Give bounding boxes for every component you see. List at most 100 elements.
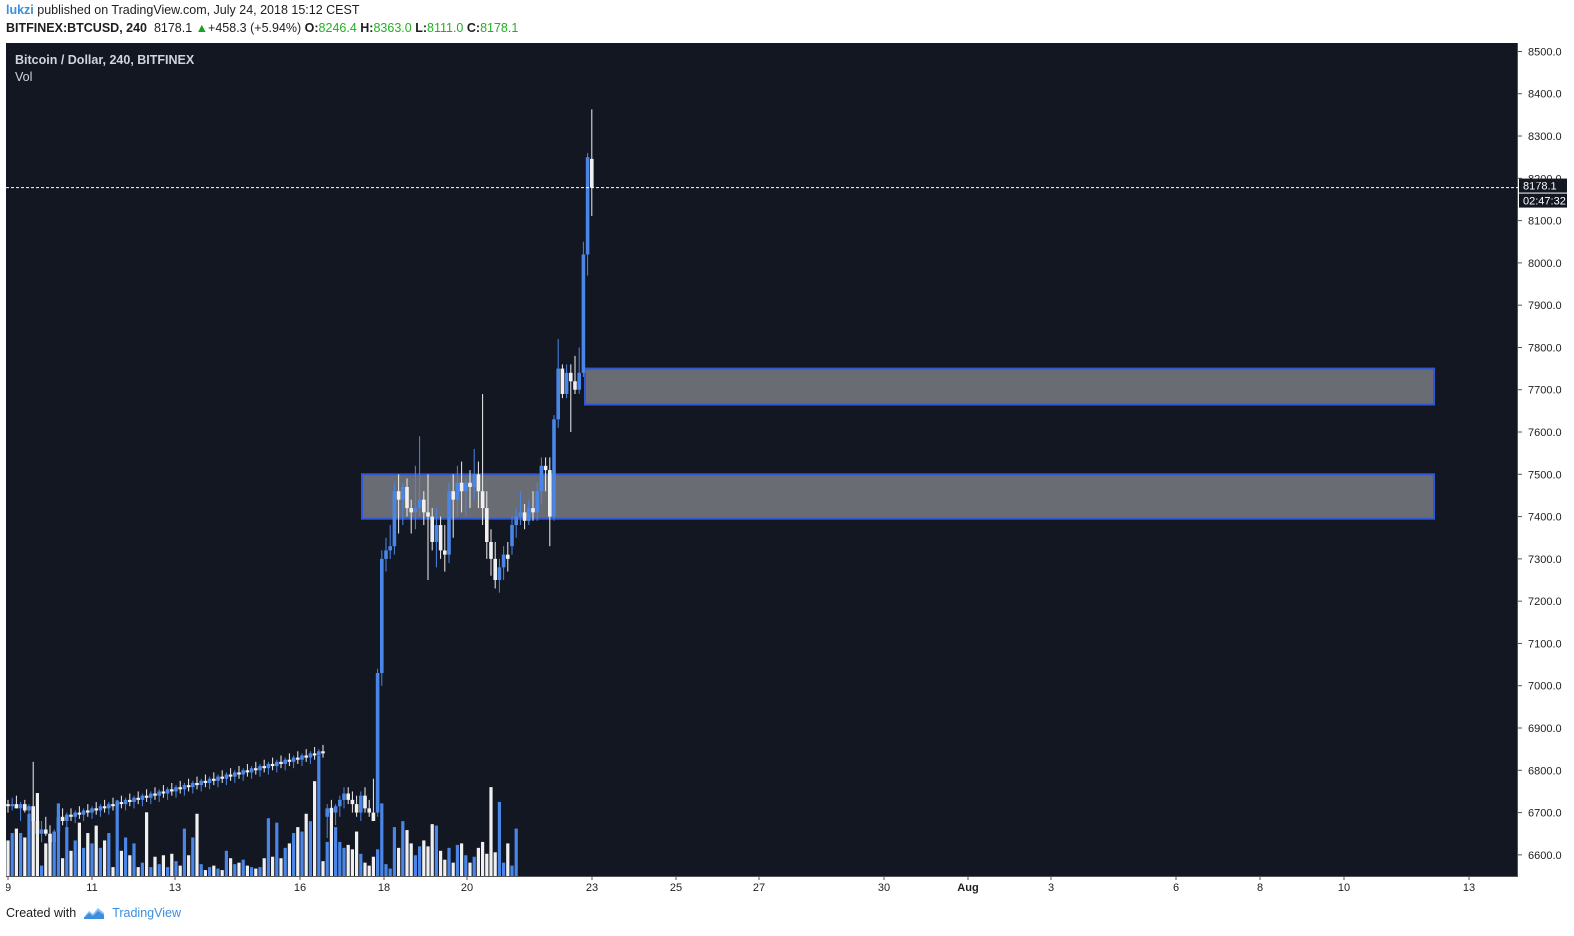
volume-bar <box>455 844 459 876</box>
volume-bar <box>86 833 90 876</box>
candle-body <box>161 791 166 794</box>
volume-bar <box>476 847 480 876</box>
candle-body <box>342 793 346 800</box>
candle-body <box>422 499 426 513</box>
candle-body <box>199 780 203 786</box>
candle-body <box>552 419 556 517</box>
volume-bar <box>258 867 262 876</box>
price-chart[interactable]: 8178.1 02:47:32 6600.0 6700.0 6800.0 6900.0 7… <box>6 43 1568 896</box>
candle-body <box>329 808 334 813</box>
candle-body <box>69 814 73 817</box>
volume-bar <box>161 855 165 876</box>
volume-bar <box>6 840 10 876</box>
volume-bar <box>237 862 241 876</box>
volume-bar <box>140 862 144 876</box>
tradingview-cloud-icon <box>84 908 105 919</box>
y-tick-label: 7300.0 <box>1528 554 1562 566</box>
candle-body <box>371 812 376 822</box>
candle-body <box>207 778 212 783</box>
candle-body <box>497 567 502 581</box>
volume-bar <box>170 853 174 876</box>
candle-body <box>480 491 485 509</box>
volume-bar <box>94 825 98 876</box>
tradingview-link[interactable]: TradingView <box>112 906 181 920</box>
y-tick-label: 6600.0 <box>1528 850 1562 862</box>
candle-body <box>476 474 481 492</box>
candle-body <box>23 804 27 811</box>
ohlc-header: BITFINEX:BTCUSD, 240 8178.1 ▲+458.3 (+5.… <box>6 21 518 35</box>
candle-body <box>430 516 434 542</box>
candle-body <box>409 508 413 513</box>
x-tick-label: 25 <box>670 882 682 894</box>
open-label: O: <box>304 21 319 35</box>
volume-bar <box>52 834 56 876</box>
volume-bar <box>166 867 170 876</box>
candle-body <box>506 554 510 559</box>
candle-body <box>527 508 531 521</box>
volume-bar <box>48 841 52 876</box>
x-tick-label: Aug <box>957 882 978 894</box>
candle-body <box>107 804 111 809</box>
candle-body <box>556 368 560 420</box>
candle-body <box>60 816 65 822</box>
author-link[interactable]: lukzi <box>6 3 34 17</box>
volume-bar <box>61 858 65 876</box>
volume-bar <box>426 846 430 876</box>
volume-bar <box>111 867 115 876</box>
candle-body <box>384 550 388 559</box>
last-price-badge-text: 8178.1 <box>1523 181 1557 193</box>
x-tick-label: 3 <box>1048 882 1054 894</box>
created-with-text: Created with <box>6 906 77 920</box>
candle-body <box>510 525 514 547</box>
volume-bar <box>178 865 182 876</box>
volume-bar <box>187 855 191 876</box>
candle-body <box>258 766 262 771</box>
volume-bar <box>510 865 514 876</box>
volume-bar <box>262 858 266 876</box>
candle-body <box>27 806 31 811</box>
candle-body <box>262 766 266 769</box>
volume-bar <box>275 822 279 876</box>
candle-body <box>6 804 10 807</box>
candle-body <box>35 821 40 834</box>
volume-bar <box>182 828 186 876</box>
candle-body <box>459 482 464 492</box>
y-tick-label: 7700.0 <box>1528 385 1562 397</box>
time-axis[interactable] <box>6 876 1568 896</box>
publish-info: lukzi published on TradingView.com, July… <box>6 3 359 17</box>
y-tick-label: 8200.0 <box>1528 173 1562 185</box>
candle-body <box>388 546 392 551</box>
candle-body <box>539 465 544 492</box>
volume-bar <box>447 847 451 876</box>
candle-body <box>413 508 418 513</box>
x-tick-label: 10 <box>1338 882 1350 894</box>
candle-body <box>581 254 586 373</box>
volume-bar <box>355 831 359 876</box>
volume-bar <box>334 827 338 876</box>
published-text: published on TradingView.com, July 24, 2… <box>37 3 360 17</box>
candle-body <box>291 757 296 762</box>
candle-body <box>346 793 350 800</box>
last-price: 8178.1 <box>153 21 193 35</box>
chart-area[interactable]: 8178.1 02:47:32 6600.0 6700.0 6800.0 6900.0 7… <box>6 43 1568 896</box>
candle-body <box>438 525 443 551</box>
volume-bar <box>380 803 384 876</box>
y-tick-label: 7200.0 <box>1528 596 1562 608</box>
candle-body <box>455 482 460 500</box>
candle-body <box>86 810 90 813</box>
volume-bar <box>329 807 333 876</box>
volume-bar <box>153 856 157 876</box>
candle-body <box>48 833 52 843</box>
last-price-badge <box>1519 178 1567 193</box>
volume-bar <box>128 855 132 876</box>
volume-bar <box>271 856 275 876</box>
volume-bar <box>413 855 417 876</box>
volume-bar <box>304 813 308 876</box>
high-value: 8363.0 <box>373 21 412 35</box>
volume-bar <box>216 868 220 876</box>
candle-body <box>111 804 115 807</box>
volume-bar <box>98 847 102 876</box>
candle-body <box>434 525 439 542</box>
y-tick-label: 8000.0 <box>1528 258 1562 270</box>
candle-body <box>182 785 187 790</box>
